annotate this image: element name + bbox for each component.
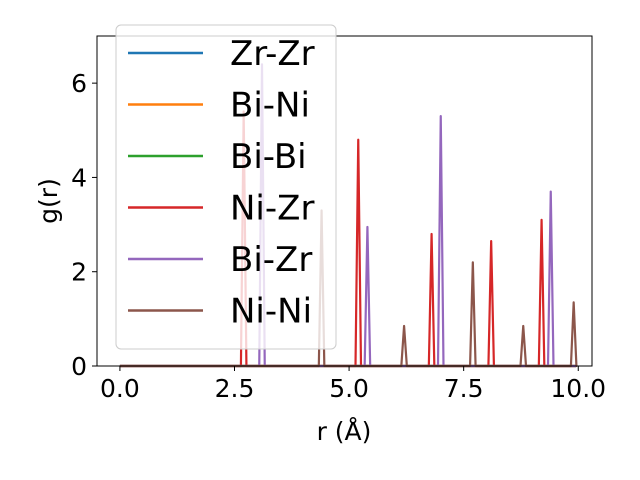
x-tick-label: 10.0 <box>550 374 606 403</box>
x-tick-label: 7.5 <box>444 374 484 403</box>
y-tick-label: 2 <box>71 258 87 287</box>
x-tick-label: 0.0 <box>100 374 140 403</box>
y-tick-label: 0 <box>71 352 87 381</box>
legend-label-zr-zr: Zr-Zr <box>230 34 315 74</box>
y-axis-label: g(r) <box>34 178 63 224</box>
legend-box <box>115 24 337 350</box>
legend-label-ni-zr: Ni-Zr <box>230 189 314 229</box>
legend-label-ni-ni: Ni-Ni <box>230 292 312 332</box>
x-tick-label: 2.5 <box>215 374 255 403</box>
x-axis: 0.0 2.5 5.0 7.5 10.0 <box>100 366 606 403</box>
legend-label-bi-ni: Bi-Ni <box>230 86 310 126</box>
x-axis-label: r (Å) <box>317 417 372 446</box>
legend: Zr-Zr Bi-Ni Bi-Bi Ni-Zr Bi-Zr Ni-Ni <box>115 24 337 350</box>
axes-frame <box>96 35 593 367</box>
legend-label-bi-zr: Bi-Zr <box>230 240 312 280</box>
legend-label-bi-bi: Bi-Bi <box>230 137 307 177</box>
y-tick-label: 4 <box>71 163 87 192</box>
y-tick-label: 6 <box>71 69 87 98</box>
x-tick-label: 5.0 <box>329 374 369 403</box>
y-axis: 0 2 4 6 <box>71 69 97 381</box>
